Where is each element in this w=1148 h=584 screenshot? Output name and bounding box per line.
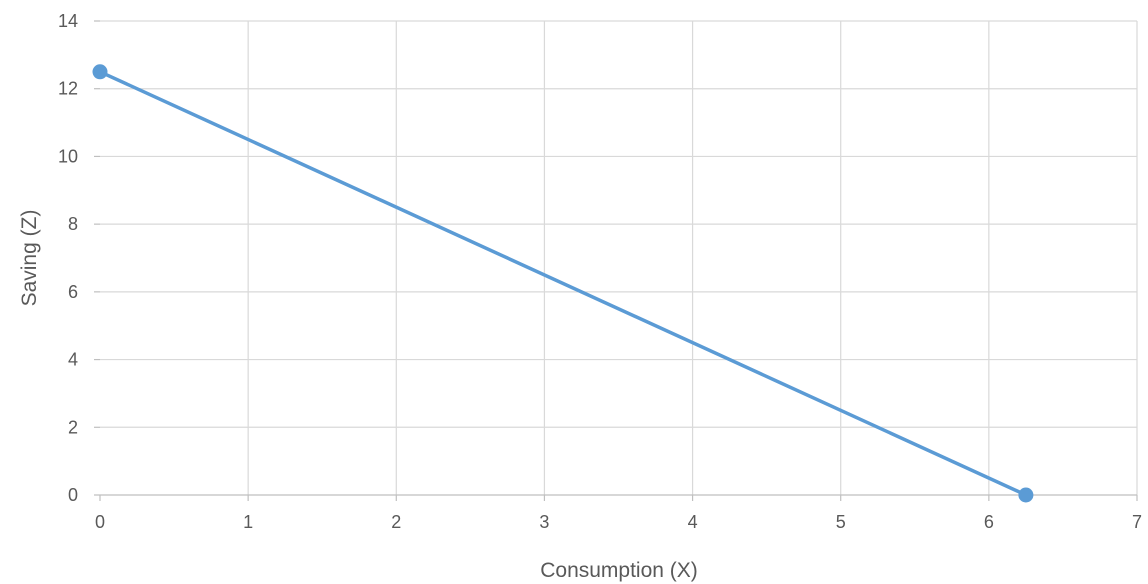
series-group	[92, 64, 1034, 503]
y-tick-label: 2	[68, 417, 78, 437]
y-tick-label: 0	[68, 485, 78, 505]
horizontal-gridlines	[100, 20, 1137, 428]
x-tick-label: 0	[95, 512, 105, 532]
y-tick-label: 4	[68, 350, 78, 370]
x-tick-label: 4	[688, 512, 698, 532]
y-axis-title: Saving (Z)	[18, 210, 41, 307]
x-tick-label: 5	[836, 512, 846, 532]
x-tick-label: 7	[1132, 512, 1142, 532]
series-line	[98, 70, 1028, 497]
data-point	[1018, 487, 1034, 503]
x-axis-ticks: 0 1 2 3 4 5 6 7	[95, 495, 1142, 532]
y-tick-label: 6	[68, 282, 78, 302]
y-tick-label: 8	[68, 214, 78, 234]
x-tick-label: 2	[391, 512, 401, 532]
data-point	[92, 64, 108, 80]
y-tick-label: 10	[58, 146, 78, 166]
y-axis-ticks: 0 2 4 6 8 10 12 14	[58, 11, 100, 505]
x-tick-label: 6	[984, 512, 994, 532]
y-tick-label: 14	[58, 11, 78, 31]
y-tick-label: 12	[58, 79, 78, 99]
x-axis-title: Consumption (X)	[540, 559, 698, 582]
x-tick-label: 1	[243, 512, 253, 532]
vertical-gridlines	[247, 21, 1138, 495]
x-tick-label: 3	[539, 512, 549, 532]
